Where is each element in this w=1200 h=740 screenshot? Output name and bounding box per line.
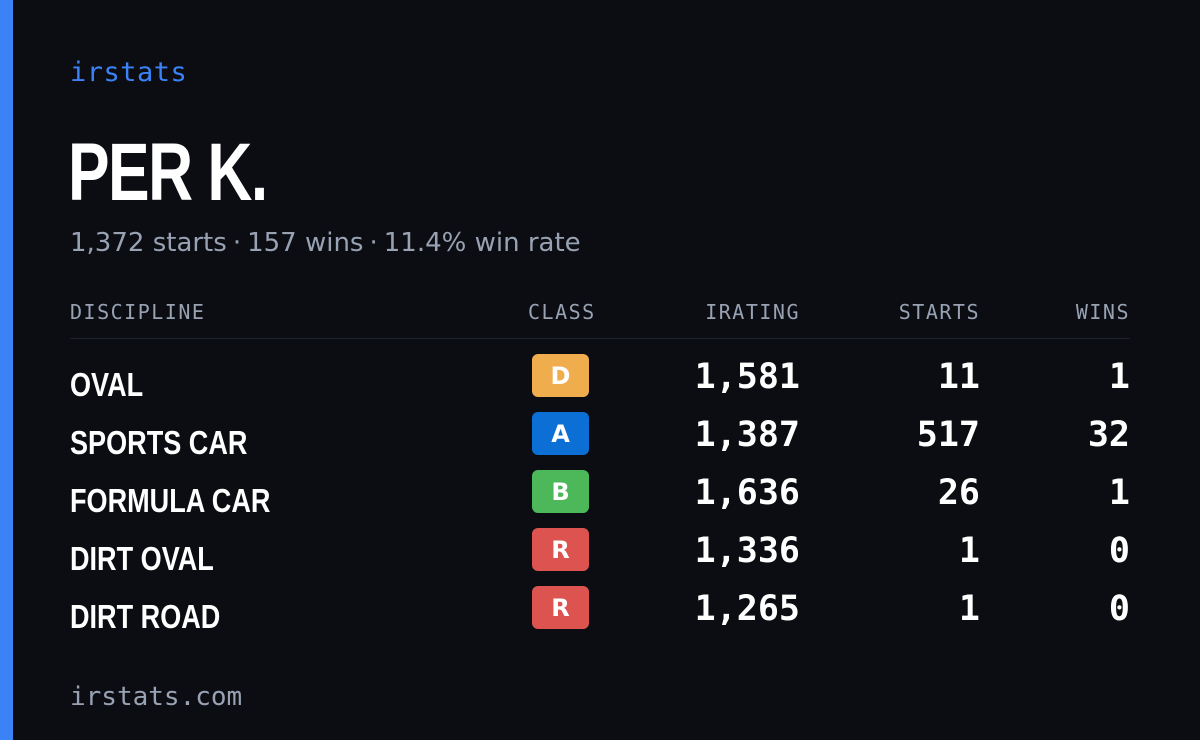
footer-url: irstats.com [70, 682, 243, 712]
wins-value: 1 [1108, 473, 1130, 513]
discipline-name: OVAL [70, 366, 144, 403]
wins-value: 32 [1087, 415, 1130, 455]
starts-value: 1 [958, 589, 980, 629]
license-class-badge: R [532, 528, 589, 571]
table-row: DIRT OVAL R 1,336 1 0 [70, 528, 1130, 586]
irating-value: 1,387 [694, 415, 800, 455]
wins-value: 0 [1108, 589, 1130, 629]
column-header-discipline: DISCIPLINE [70, 300, 206, 324]
column-header-irating: IRATING [705, 300, 800, 324]
starts-value: 1 [958, 531, 980, 571]
summary-wins: 157 wins [247, 228, 364, 258]
discipline-name: FORMULA CAR [70, 482, 271, 519]
starts-value: 26 [937, 473, 980, 513]
table-row: OVAL D 1,581 11 1 [70, 354, 1130, 412]
discipline-name: DIRT OVAL [70, 540, 214, 577]
irating-value: 1,265 [694, 589, 800, 629]
wins-value: 1 [1108, 357, 1130, 397]
starts-value: 11 [937, 357, 980, 397]
table-row: DIRT ROAD R 1,265 1 0 [70, 586, 1130, 644]
summary-starts: 1,372 starts [70, 228, 227, 258]
accent-bar [0, 0, 13, 740]
irating-value: 1,636 [694, 473, 800, 513]
table-row: FORMULA CAR B 1,636 26 1 [70, 470, 1130, 528]
summary-win-rate: 11.4% win rate [383, 228, 581, 258]
starts-value: 517 [916, 415, 980, 455]
summary-separator: · [369, 228, 378, 258]
column-header-wins: WINS [1075, 300, 1130, 324]
column-header-starts: STARTS [898, 300, 980, 324]
column-header-class: CLASS [528, 300, 596, 324]
license-class-badge: A [532, 412, 589, 455]
discipline-name: DIRT ROAD [70, 598, 221, 635]
player-name: PER K. [68, 127, 268, 218]
career-summary: 1,372 starts · 157 wins · 11.4% win rate [70, 228, 581, 258]
license-class-badge: R [532, 586, 589, 629]
discipline-name: SPORTS CAR [70, 424, 248, 461]
irating-value: 1,336 [694, 531, 800, 571]
license-class-badge: B [532, 470, 589, 513]
summary-separator: · [232, 228, 242, 258]
brand-logo: irstats [70, 57, 188, 88]
table-header: DISCIPLINE CLASS IRATING STARTS WINS [70, 300, 1130, 339]
license-class-badge: D [532, 354, 589, 397]
table-row: SPORTS CAR A 1,387 517 32 [70, 412, 1130, 470]
irating-value: 1,581 [694, 357, 800, 397]
discipline-table: OVAL D 1,581 11 1 SPORTS CAR A 1,387 517… [70, 354, 1130, 644]
wins-value: 0 [1108, 531, 1130, 571]
